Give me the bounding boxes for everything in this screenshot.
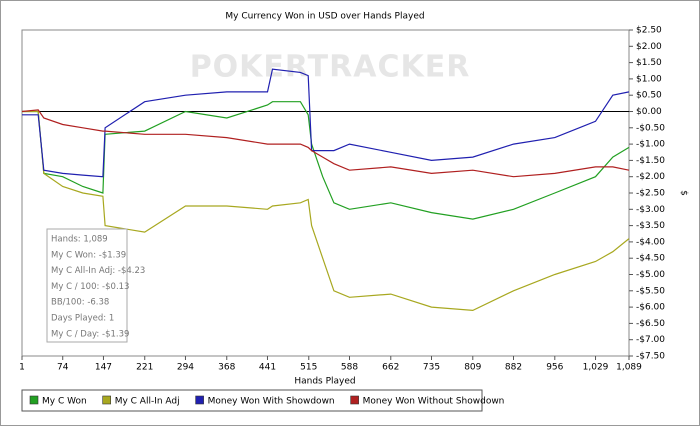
info-line: Days Played: 1 bbox=[51, 314, 114, 324]
x-tick-label: 735 bbox=[423, 363, 440, 373]
y-axis-label: $ bbox=[679, 190, 689, 196]
x-tick-label: 882 bbox=[505, 363, 522, 373]
x-tick-label: 1,029 bbox=[583, 363, 609, 373]
x-tick-label: 221 bbox=[136, 363, 153, 373]
info-line: My C All-In Adj: -$4.23 bbox=[51, 266, 145, 276]
x-tick-label: 441 bbox=[259, 363, 276, 373]
x-tick-label: 1 bbox=[19, 363, 25, 373]
x-tick-label: 809 bbox=[464, 363, 481, 373]
series-line bbox=[22, 110, 630, 312]
legend-swatch bbox=[102, 395, 111, 405]
series-line bbox=[21, 109, 630, 178]
x-axis-label: Hands Played bbox=[294, 377, 355, 387]
y-tick-label: -$2.50 bbox=[636, 189, 665, 199]
info-line: My C / Day: -$1.39 bbox=[51, 329, 129, 339]
y-tick-label: $1.00 bbox=[636, 74, 662, 84]
legend-label: Money Won With Showdown bbox=[208, 397, 335, 407]
x-tick-label: 368 bbox=[218, 363, 235, 373]
y-tick-label: -$0.50 bbox=[636, 123, 665, 133]
y-tick-label: -$7.50 bbox=[636, 352, 665, 362]
x-tick-label: 74 bbox=[57, 363, 69, 373]
legend-swatch bbox=[350, 395, 359, 405]
y-tick-label: $1.50 bbox=[636, 58, 662, 68]
y-tick-label: -$1.00 bbox=[636, 140, 665, 150]
y-tick-label: -$6.00 bbox=[636, 303, 665, 313]
legend-box bbox=[21, 389, 483, 412]
watermark: POKERTRACKER bbox=[190, 50, 471, 85]
y-tick-label: -$1.50 bbox=[636, 156, 665, 166]
y-tick-label: -$4.50 bbox=[636, 254, 665, 264]
y-tick-label: $0.50 bbox=[636, 91, 662, 101]
legend-label: My C Won bbox=[42, 397, 87, 407]
y-tick-label: -$3.00 bbox=[636, 205, 665, 215]
legend-swatch bbox=[195, 395, 204, 405]
y-tick-label: -$4.00 bbox=[636, 237, 665, 247]
info-line: My C / 100: -$0.13 bbox=[51, 282, 129, 292]
info-line: Hands: 1,089 bbox=[51, 235, 108, 245]
series-line bbox=[22, 101, 630, 220]
y-tick-label: -$6.50 bbox=[636, 319, 665, 329]
info-line: My C Won: -$1.39 bbox=[51, 250, 126, 260]
x-tick-label: 956 bbox=[546, 363, 563, 373]
x-tick-label: 588 bbox=[341, 363, 358, 373]
y-tick-label: $2.00 bbox=[636, 42, 662, 52]
legend-label: Money Won Without Showdown bbox=[363, 397, 505, 407]
info-line: BB/100: -6.38 bbox=[51, 298, 109, 308]
y-tick-label: $0.00 bbox=[636, 107, 662, 117]
y-tick-label: -$3.50 bbox=[636, 221, 665, 231]
info-box bbox=[46, 228, 128, 343]
y-tick-label: -$5.00 bbox=[636, 270, 665, 280]
y-tick-label: -$5.50 bbox=[636, 286, 665, 296]
x-tick-label: 662 bbox=[382, 363, 399, 373]
legend-swatch bbox=[29, 395, 39, 405]
y-tick-label: -$2.00 bbox=[636, 172, 665, 182]
x-tick-label: 1,089 bbox=[616, 363, 642, 373]
x-tick-label: 294 bbox=[177, 363, 194, 373]
x-tick-label: 147 bbox=[95, 363, 112, 373]
series-line bbox=[22, 68, 630, 178]
legend-label: My C All-In Adj bbox=[115, 397, 180, 407]
chart-title: My Currency Won in USD over Hands Played bbox=[225, 12, 424, 22]
y-tick-label: -$7.00 bbox=[636, 335, 665, 345]
x-tick-label: 515 bbox=[300, 363, 317, 373]
y-tick-label: $2.50 bbox=[636, 26, 662, 36]
